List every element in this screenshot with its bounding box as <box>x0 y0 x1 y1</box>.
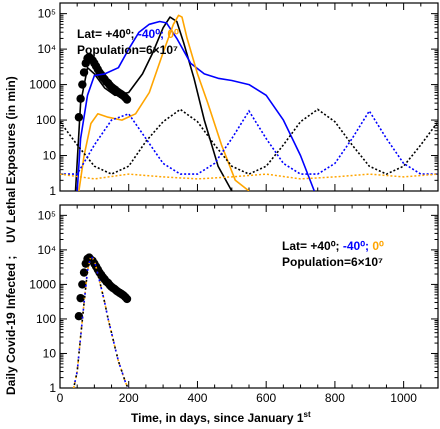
model-line-lat_0 <box>78 14 250 191</box>
y-tick-label: 10⁵ <box>38 7 56 21</box>
plot-area <box>72 253 132 388</box>
y-tick-label: 1 <box>49 381 56 395</box>
plot-frame <box>59 204 439 389</box>
legend-population: Population=6×10⁷ <box>282 255 383 269</box>
observed-point <box>79 268 89 277</box>
uv-series-minus40 <box>60 109 438 175</box>
model-line-lat_minus40 <box>76 20 316 191</box>
y-tick-label: 100 <box>36 113 56 127</box>
legend-latitudes: Lat= +40⁰; -40⁰; 0⁰ <box>77 27 179 41</box>
y-axis-label-bottom: Daily Covid-19 Infected ; <box>4 256 18 395</box>
x-tick-label: 400 <box>187 391 207 405</box>
legend-latitudes: Lat= +40⁰; -40⁰; 0⁰ <box>282 239 384 253</box>
observed-point <box>74 312 84 321</box>
y-tick-label: 10⁴ <box>37 243 56 257</box>
observed-point <box>74 113 84 122</box>
y-tick-label: 10 <box>43 346 57 360</box>
x-axis-label: Time, in days, since January 1st <box>131 410 311 425</box>
y-tick-label: 1000 <box>29 277 56 291</box>
x-tick-label: 800 <box>325 391 345 405</box>
legend-population: Population=6×10⁷ <box>77 43 178 57</box>
bottom-panel: 0 200 400 600 800 1000 1 10 100 1000 10⁴ 10⁵ Lat= +4… <box>29 204 439 405</box>
model-line-lat_plus40 <box>74 16 233 191</box>
observed-point <box>78 280 87 289</box>
y-tick-label: 100 <box>36 312 56 326</box>
observed-point <box>122 294 132 304</box>
uv-series-equator <box>60 173 438 180</box>
observed-point <box>76 94 85 103</box>
x-tick-label: 200 <box>119 391 139 405</box>
x-tick-label: 1000 <box>390 391 417 405</box>
plot-area <box>60 14 438 191</box>
x-tick-label: 600 <box>256 391 276 405</box>
y-tick-label: 1000 <box>29 78 56 92</box>
observed-point <box>122 95 132 104</box>
y-tick-label: 10⁴ <box>37 42 56 56</box>
top-panel: 1 10 100 1000 10⁴ 10⁵ Lat= +40⁰; -40⁰; 0⁰ Popul… <box>29 2 439 198</box>
observed-point <box>76 293 85 303</box>
x-tick-label: 0 <box>57 391 64 405</box>
y-tick-label: 10⁵ <box>38 208 56 222</box>
model-line-minus40 <box>72 254 129 388</box>
y-tick-label: 1 <box>49 184 56 198</box>
y-tick-label: 10 <box>43 149 57 163</box>
y-axis-label-top: UV Lethal Exposures (in min) <box>4 76 18 243</box>
